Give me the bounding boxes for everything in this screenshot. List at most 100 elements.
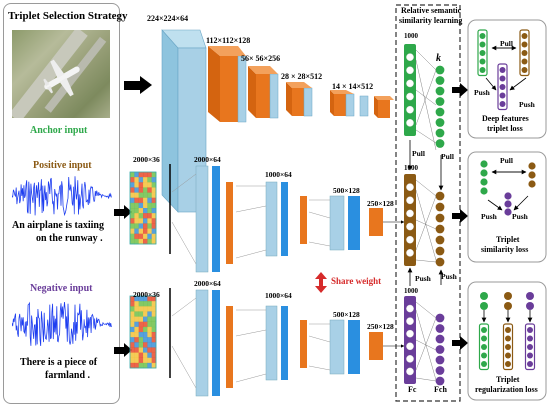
neg-dim-3: 500×128: [333, 310, 360, 319]
fch-positive-node: [435, 202, 445, 212]
anchor-sim-node: [480, 160, 488, 168]
neg-dim-2: 1000×64: [265, 291, 292, 300]
aerial-airplane-image: [12, 30, 110, 118]
fc-columns: [404, 44, 445, 386]
fch-anchor-node: [435, 86, 445, 96]
reg-node: [504, 292, 512, 300]
fch-anchor-node: [435, 97, 445, 106]
audio-cnn-branch-negative: [129, 288, 405, 397]
neuron: [406, 317, 414, 325]
anchor-sim-node: [480, 178, 488, 186]
neuron: [406, 209, 414, 218]
conv-layer: [329, 319, 345, 375]
reg-node: [480, 302, 488, 310]
reg-node: [504, 302, 512, 310]
image-cnn-branch: [161, 29, 394, 213]
similarity-title-line1: Relative semantic: [401, 6, 462, 15]
fch-negative-node: [435, 324, 445, 333]
reg-node: [526, 292, 534, 300]
conv-layer: [212, 166, 220, 272]
conv-layer: [212, 290, 220, 396]
fch-anchor-node: [435, 118, 445, 127]
reg-node: [526, 302, 534, 310]
positive-sim-node: [528, 180, 536, 188]
fc-dim-mid: 1000: [404, 164, 418, 172]
deep-caption-line2: triplet loss: [487, 124, 523, 133]
neuron: [406, 183, 414, 191]
pull-label-2: Pull: [441, 152, 454, 161]
fch-positive-node: [435, 191, 445, 201]
reg-node: [480, 292, 488, 300]
negative-sim-node: [504, 208, 512, 216]
pool-layer: [369, 208, 383, 236]
anchor-sim-node: [480, 169, 488, 177]
neuron: [406, 53, 414, 61]
image-dim-1: 224×224×64: [147, 14, 189, 23]
neuron: [406, 342, 414, 351]
pool-layer: [226, 182, 233, 264]
image-dim-5: 14 × 14×512: [332, 82, 374, 91]
airplane-icon: [12, 30, 107, 118]
positive-waveform: [12, 176, 112, 217]
negative-caption-line1: There is a piece of: [20, 357, 98, 368]
deep-push-left-label: Push: [474, 88, 490, 97]
fch-anchor-node: [435, 76, 445, 85]
pos-dim-2: 1000×64: [265, 170, 292, 179]
deep-features-loss-panel: [467, 19, 547, 139]
conv-layer: [265, 181, 278, 257]
triplet-similarity-loss-panel: [467, 151, 547, 263]
conv-layer: [281, 306, 288, 380]
conv-layer: [265, 305, 278, 381]
fch-anchor-node: [435, 128, 445, 138]
pool-layer: [300, 320, 307, 368]
conv-layer: [329, 195, 345, 251]
neuron: [406, 329, 414, 338]
sim-push-right-label: Push: [512, 212, 528, 221]
deep-push-right-label: Push: [519, 100, 535, 109]
similarity-learning-panel: [395, 4, 461, 402]
fc-label: Fc: [408, 385, 417, 394]
sim-push-left-label: Push: [481, 212, 497, 221]
neuron: [406, 79, 414, 88]
fch-anchor-node: [435, 107, 445, 117]
neuron: [406, 222, 414, 231]
fch-anchor-node: [435, 139, 445, 148]
neg-dim-4: 250×128: [367, 322, 394, 331]
conv-layer: [195, 165, 209, 273]
anchor-input-label: Anchor input: [30, 125, 88, 136]
triplet-regularization-loss-panel: [467, 281, 547, 401]
fc-dim-top: 1000: [404, 32, 418, 40]
positive-input-label: Positive input: [33, 160, 92, 171]
negative-input-label: Negative input: [30, 283, 93, 294]
similarity-title-line2: similarity learning: [399, 16, 463, 25]
pos-input-dim: 2000×36: [133, 155, 160, 164]
neuron: [406, 92, 414, 101]
neuron: [406, 196, 414, 205]
neg-input-dim: 2000×36: [133, 290, 160, 299]
negative-waveform: [12, 301, 112, 346]
pos-dim-4: 250×128: [367, 199, 394, 208]
sim-pull-label: Pull: [500, 156, 513, 165]
neuron: [406, 367, 414, 376]
fch-negative-node: [435, 334, 445, 344]
image-dim-3: 56× 56×256: [241, 54, 281, 63]
conv-layer: [195, 289, 209, 397]
deep-pull-label: Pull: [500, 39, 513, 48]
reg-caption-line2: regularization loss: [475, 385, 538, 394]
fch-negative-node: [435, 376, 445, 386]
fch-positive-node: [435, 246, 445, 256]
negative-sim-node: [504, 200, 512, 208]
negative-sim-node: [504, 192, 512, 200]
fc-positive-column: [404, 174, 416, 266]
push-label-2: Push: [441, 272, 457, 281]
triplet-selection-title: Triplet Selection Strategy: [8, 10, 128, 22]
spectrogram: [129, 171, 157, 245]
neuron: [406, 304, 414, 313]
neuron: [406, 355, 414, 363]
pool-layer: [369, 332, 383, 360]
pos-dim-1: 2000×64: [194, 155, 221, 164]
neuron: [406, 119, 414, 127]
pos-dim-3: 500×128: [333, 186, 360, 195]
neuron: [406, 249, 414, 257]
